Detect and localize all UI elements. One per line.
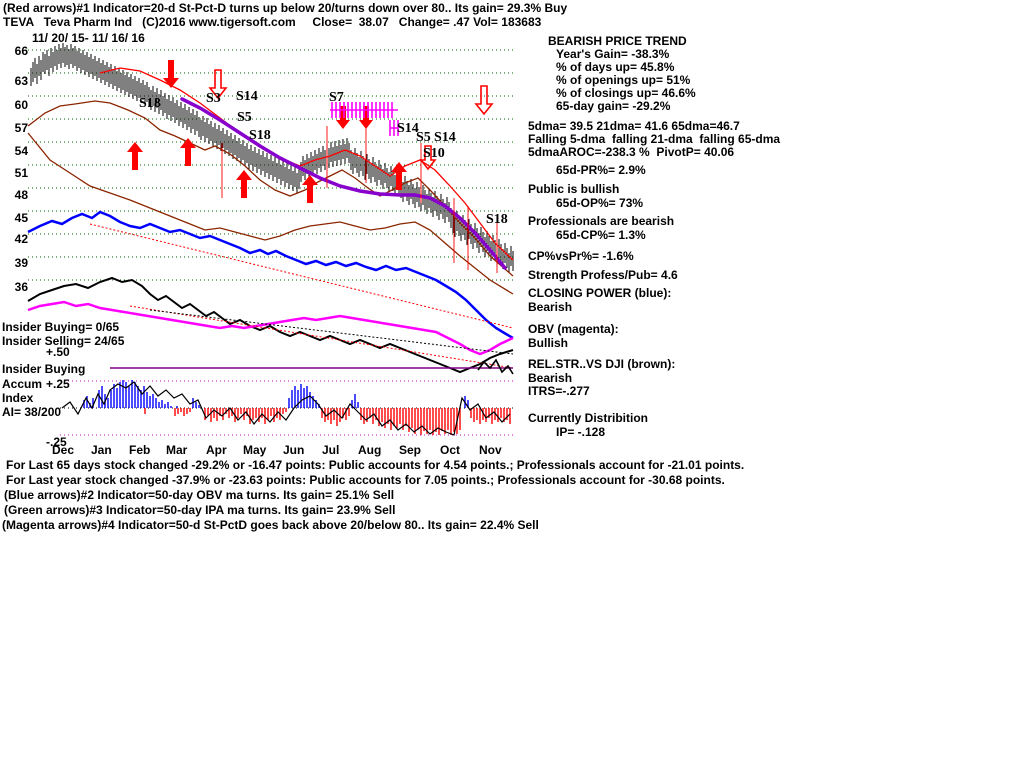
bottom-note-blue-arrows: (Blue arrows)#2 Indicator=50-day OBV ma …	[4, 488, 395, 502]
y-axis-label: 60	[14, 98, 28, 112]
y-axis-label: 63	[14, 74, 28, 88]
info-closing-power-value: Bearish	[528, 300, 573, 314]
y-axis-label: 36	[14, 280, 28, 294]
info-obv-title: OBV (magenta):	[528, 322, 619, 336]
accum-label: Accum	[2, 377, 43, 391]
x-axis-month-apr: Apr	[206, 443, 227, 457]
bottom-note-green-arrows: (Green arrows)#3 Indicator=50-day IPA ma…	[4, 503, 396, 517]
bottom-note-lastyear: For Last year stock changed -37.9% or -2…	[6, 473, 725, 487]
indicator-header-line: (Red arrows)#1 Indicator=20-d St-Pct-D t…	[3, 1, 568, 15]
y-axis-label: 48	[14, 188, 28, 202]
accum-bars-positive	[83, 380, 469, 408]
bottom-note-65days: For Last 65 days stock changed -29.2% or…	[6, 458, 745, 472]
info-closing-power-title: CLOSING POWER (blue):	[528, 286, 672, 300]
signal-label-s14-2: S14	[397, 121, 419, 136]
scale-minus-25-label: -.25	[46, 435, 67, 449]
info-obv-value: Bullish	[528, 336, 569, 350]
y-axis-label: 42	[14, 232, 28, 246]
insider-selling-count-label: Insider Selling= 24/65	[2, 334, 125, 348]
x-axis-month-jul: Jul	[322, 443, 340, 457]
info-65d-op: 65d-OP%= 73%	[556, 196, 644, 210]
accum-index-panel	[60, 380, 513, 436]
signal-label-s18-1: S18	[139, 96, 161, 111]
x-axis-month-nov: Nov	[479, 443, 502, 457]
signal-label-s3: S3	[206, 91, 221, 106]
info-stat-closings-up: % of closings up= 46.6%	[556, 86, 696, 100]
scale-plus-25-label: +.25	[46, 377, 70, 391]
x-axis-month-jan: Jan	[91, 443, 112, 457]
accum-bars-negative	[144, 408, 511, 435]
ticker-header-line: TEVA Teva Pharm Ind (C)2016 www.tigersof…	[3, 15, 542, 29]
signal-label-s18-2: S18	[249, 128, 271, 143]
obv-magenta-line	[27, 300, 514, 356]
red-arrow-signal	[127, 60, 494, 203]
info-itrs-value: ITRS=-.277	[528, 384, 590, 398]
y-axis-label: 66	[14, 44, 28, 58]
x-axis-month-feb: Feb	[129, 443, 151, 457]
insider-buying-label: Insider Buying	[2, 362, 86, 376]
x-axis-month-jun: Jun	[283, 443, 305, 457]
price-bars	[30, 43, 514, 273]
info-aroc-pivot: 5dmaAROC=-238.3 % PivotP= 40.06	[528, 145, 735, 159]
signal-vertical-lines	[221, 123, 498, 273]
info-65d-pr: 65d-PR%= 2.9%	[556, 163, 646, 177]
x-axis-month-mar: Mar	[166, 443, 188, 457]
signal-label-s5-1: S5	[237, 110, 252, 125]
date-range-label: 11/ 20/ 15- 11/ 16/ 16	[32, 31, 145, 45]
y-axis-label: 51	[14, 166, 28, 180]
y-axis-label: 54	[14, 144, 28, 158]
info-stat-days-up: % of days up= 45.8%	[556, 60, 675, 74]
ai-value-label: AI= 38/200	[2, 405, 62, 419]
info-ip-value: IP= -.128	[556, 425, 606, 439]
signal-label-s10: S10	[423, 146, 445, 161]
trend-dotted-lines	[89, 223, 514, 369]
insider-right-marker	[477, 358, 514, 375]
info-stat-years-gain: Year's Gain= -38.3%	[556, 47, 670, 61]
info-ma-trend: Falling 5-dma falling 21-dma falling 65-…	[528, 132, 781, 146]
signal-label-s5-2: S5	[416, 130, 431, 145]
x-axis-month-sep: Sep	[399, 443, 422, 457]
info-ma-values: 5dma= 39.5 21dma= 41.6 65dma=46.7	[528, 119, 740, 133]
gridlines-price	[28, 49, 516, 281]
info-distribution-title: Currently Distribition	[528, 411, 649, 425]
closing-power-line	[27, 210, 514, 340]
info-panel-title: BEARISH PRICE TREND	[548, 34, 687, 48]
info-strength: Strength Profess/Pub= 4.6	[528, 268, 678, 282]
ma-21-day-line	[99, 67, 514, 261]
info-stat-openings-up: % of openings up= 51%	[556, 73, 691, 87]
insider-buying-count-label: Insider Buying= 0/65	[2, 320, 120, 334]
x-axis-month-aug: Aug	[358, 443, 382, 457]
price-chart-canvas[interactable]	[0, 38, 516, 438]
x-axis-month-oct: Oct	[440, 443, 461, 457]
ma-65-day-line	[180, 97, 507, 270]
chart-svg	[27, 43, 516, 436]
accum-smoothing-line	[61, 381, 511, 436]
info-public-sentiment: Public is bullish	[528, 182, 620, 196]
info-relstr-title: REL.STR..VS DJI (brown):	[528, 357, 676, 371]
signal-label-s14-1: S14	[236, 89, 258, 104]
info-65d-cp: 65d-CP%= 1.3%	[556, 228, 646, 242]
scale-plus-50-label: +.50	[46, 345, 70, 359]
x-axis-month-dec: Dec	[52, 443, 75, 457]
rel-strength-line	[27, 100, 514, 295]
info-stat-65day-gain: 65-day gain= -29.2%	[556, 99, 671, 113]
x-axis-month-may: May	[243, 443, 267, 457]
info-relstr-value: Bearish	[528, 371, 573, 385]
info-prof-sentiment: Professionals are bearish	[528, 214, 675, 228]
magenta-arrow-cluster	[330, 102, 399, 136]
info-cp-vs-pr: CP%vsPr%= -1.6%	[528, 249, 634, 263]
signal-label-s14-3: S14	[434, 130, 456, 145]
signal-label-s18-3: S18	[486, 212, 508, 227]
y-axis-label: 39	[14, 256, 28, 270]
index-label: Index	[2, 391, 34, 405]
bottom-note-magenta-arrows: (Magenta arrows)#4 Indicator=50-d St-Pct…	[2, 518, 539, 532]
y-axis-label: 45	[14, 211, 28, 225]
signal-label-s7: S7	[329, 90, 344, 105]
y-axis-label: 57	[14, 121, 28, 135]
